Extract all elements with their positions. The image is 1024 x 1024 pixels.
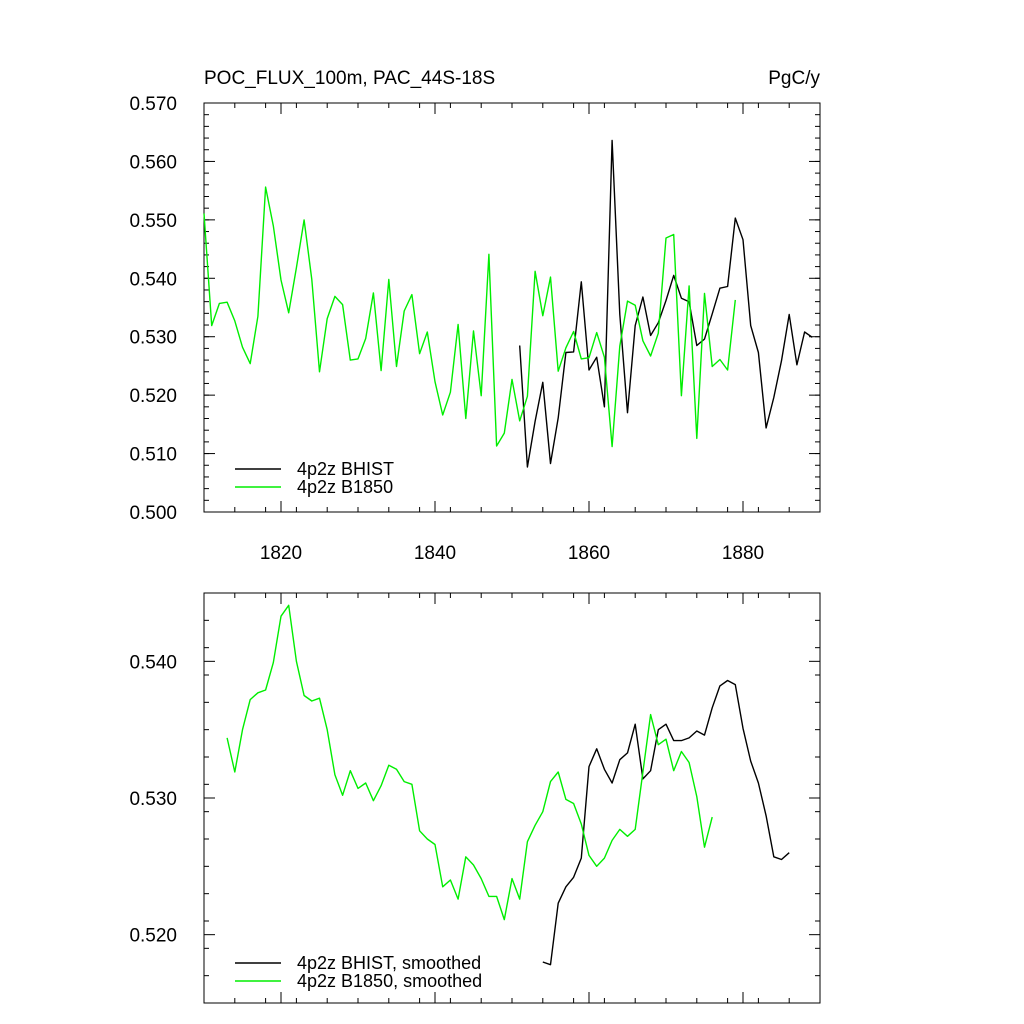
x-tick-label: 1880	[722, 543, 764, 564]
x-tick-label: 1840	[414, 543, 456, 564]
x-tick-label: 1820	[260, 543, 302, 564]
series-line-0	[542, 679, 790, 966]
series-line-1	[203, 186, 736, 448]
units-label: PgC/y	[768, 68, 820, 89]
y-tick-label: 0.520	[129, 386, 177, 407]
legend-label: 4p2z B1850	[297, 477, 393, 497]
x-tick-label: 1860	[568, 543, 610, 564]
series-line-0	[519, 139, 813, 468]
y-tick-label: 0.570	[129, 94, 177, 115]
series-line-1	[226, 604, 713, 921]
y-tick-label: 0.530	[129, 789, 177, 810]
plot-frame	[203, 592, 821, 1004]
y-tick-label: 0.560	[129, 152, 177, 173]
y-tick-label: 0.550	[129, 211, 177, 232]
plot-frame	[203, 102, 821, 513]
top-panel: 0.500 0.510 0.520 0.530 0.540 0.550 0.560 0.570…	[129, 94, 821, 564]
y-tick-label: 0.510	[129, 445, 177, 466]
y-tick-label: 0.520	[129, 926, 177, 947]
legend-label: 4p2z BHIST, smoothed	[297, 953, 481, 973]
chart-title: POC_FLUX_100m, PAC_44S-18S	[204, 68, 495, 89]
y-tick-label: 0.530	[129, 328, 177, 349]
y-tick-label: 0.540	[129, 652, 177, 673]
legend-label: 4p2z B1850, smoothed	[297, 971, 482, 991]
legend-label: 4p2z BHIST	[297, 459, 394, 479]
y-tick-label: 0.500	[129, 503, 177, 524]
bottom-panel: 0.520 0.530 0.540 4p2z BHIST, smoothed4p2z …	[129, 592, 821, 1004]
y-tick-label: 0.540	[129, 269, 177, 290]
